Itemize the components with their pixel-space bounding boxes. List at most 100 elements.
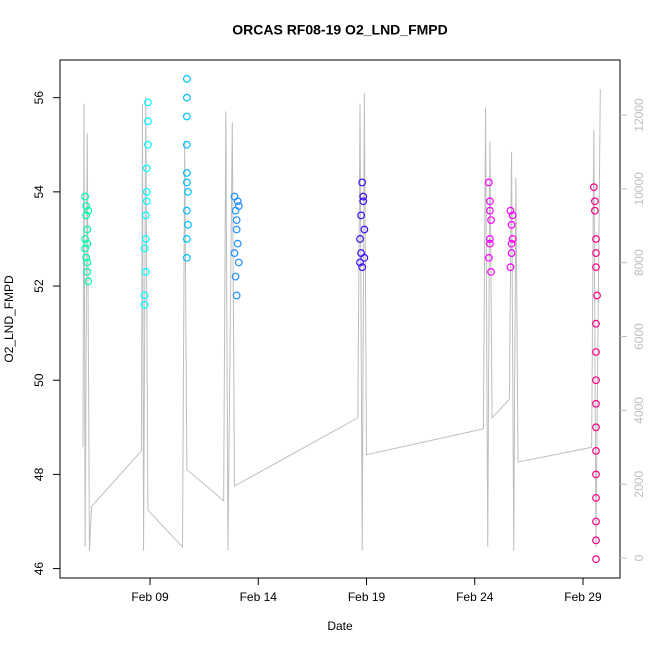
data-point — [592, 235, 600, 243]
y-tick-label: 46 — [32, 562, 46, 576]
data-point — [81, 244, 90, 253]
data-point — [233, 239, 242, 248]
data-point — [143, 98, 152, 107]
data-point — [142, 197, 151, 206]
data-point — [81, 192, 90, 201]
data-point — [593, 291, 601, 300]
data-point — [230, 192, 239, 201]
data-point — [232, 225, 241, 234]
x-axis-label: Date — [327, 619, 353, 633]
data-point — [141, 268, 150, 276]
y2-tick-label: 8000 — [632, 249, 646, 276]
x-tick-label: Feb 09 — [131, 590, 169, 604]
data-point — [508, 235, 517, 243]
data-point — [83, 258, 92, 267]
data-point — [484, 178, 493, 187]
data-point — [182, 235, 191, 243]
data-point — [359, 197, 368, 206]
data-point — [182, 178, 191, 187]
data-point — [484, 253, 493, 262]
data-point — [184, 187, 192, 196]
y2-tick-label: 12000 — [632, 98, 646, 132]
data-point — [592, 446, 600, 455]
data-point — [506, 206, 515, 215]
data-point — [230, 249, 239, 257]
data-point — [592, 319, 600, 328]
data-point — [508, 211, 517, 220]
data-point — [84, 277, 93, 286]
y-tick-label: 52 — [32, 279, 46, 293]
y-tick-label: 48 — [32, 467, 46, 481]
data-point — [82, 253, 91, 262]
data-point — [143, 117, 152, 126]
data-point — [590, 206, 599, 215]
plot-frame — [59, 59, 621, 579]
data-point — [232, 291, 241, 300]
x-tick-label: Feb 14 — [240, 590, 278, 604]
y2-tick-label: 2000 — [632, 471, 646, 498]
data-point — [486, 197, 494, 206]
y-axis-label: O2_LND_FMPD — [2, 275, 16, 363]
data-point — [357, 211, 366, 220]
data-point — [486, 239, 494, 248]
data-point — [589, 183, 598, 192]
altitude-line — [82, 89, 601, 551]
data-point — [486, 206, 494, 215]
data-point — [182, 112, 191, 121]
data-point — [182, 140, 191, 149]
y-tick-label: 54 — [32, 185, 46, 199]
y2-tick-label: 10000 — [632, 172, 646, 206]
data-point — [358, 263, 367, 272]
data-point — [140, 244, 149, 253]
data-point — [487, 268, 495, 276]
x-tick-label: Feb 19 — [348, 590, 386, 604]
data-point — [356, 235, 364, 243]
data-point — [592, 376, 600, 385]
data-point — [232, 216, 241, 225]
data-point — [592, 536, 600, 545]
data-point — [234, 258, 243, 267]
data-point — [140, 291, 149, 300]
data-point — [140, 300, 149, 309]
data-point — [83, 239, 92, 248]
data-point — [231, 272, 240, 281]
data-point — [83, 225, 92, 234]
data-point — [592, 423, 600, 432]
y2-tick-label: 4000 — [632, 397, 646, 424]
data-point — [592, 348, 600, 356]
data-point — [360, 225, 369, 234]
y-tick-label: 50 — [32, 373, 46, 387]
data-point — [182, 253, 191, 262]
data-point — [592, 249, 600, 257]
data-point — [182, 206, 191, 215]
data-point — [507, 239, 516, 248]
data-point — [592, 263, 600, 272]
data-point — [356, 258, 364, 267]
data-point — [359, 192, 368, 201]
data-point — [592, 399, 600, 408]
y2-tick-label: 6000 — [632, 323, 646, 350]
data-point — [507, 249, 516, 257]
x-tick-label: Feb 24 — [456, 590, 494, 604]
data-point — [233, 197, 242, 206]
data-point — [487, 216, 495, 225]
data-point — [83, 268, 92, 276]
data-point — [358, 178, 367, 187]
data-point — [592, 555, 600, 564]
data-point — [182, 93, 191, 102]
data-point — [81, 235, 90, 243]
data-point — [142, 187, 151, 196]
data-point — [360, 253, 369, 262]
data-point — [184, 220, 192, 229]
data-point — [234, 202, 243, 210]
data-point — [143, 140, 152, 149]
data-point — [141, 211, 150, 220]
chart-title: ORCAS RF08-19 O2_LND_FMPD — [232, 22, 448, 38]
data-point — [592, 470, 600, 479]
data-point — [592, 517, 600, 526]
data-point — [507, 220, 516, 229]
data-point — [82, 211, 91, 220]
data-point — [182, 74, 191, 83]
